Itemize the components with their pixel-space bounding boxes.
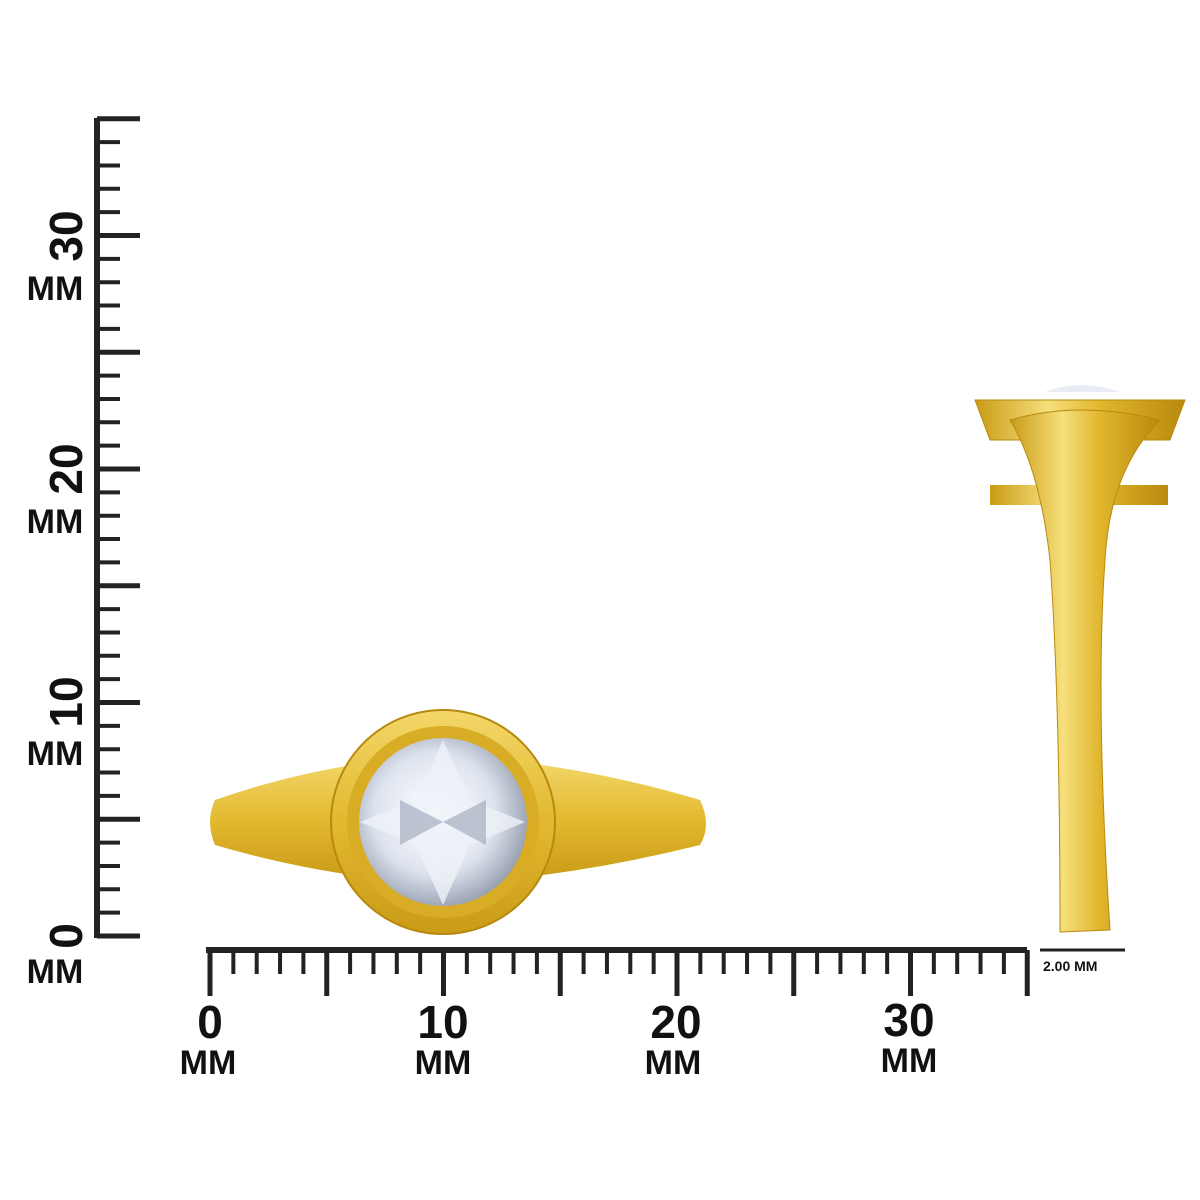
ring-side-view	[974, 385, 1186, 933]
h-label-number: 0	[197, 996, 223, 1048]
v-label-number: 10	[40, 676, 92, 727]
scale-bar-label: 2.00 MM	[1043, 958, 1097, 974]
h-label-unit: MM	[645, 1044, 702, 1082]
v-label-unit: MM	[27, 503, 84, 541]
v-label-unit: MM	[27, 735, 84, 773]
ring-front-view	[210, 709, 706, 935]
v-label-number: 20	[40, 443, 92, 494]
h-label-unit: MM	[415, 1044, 472, 1082]
v-label-unit: MM	[27, 953, 84, 991]
v-label-unit: MM	[27, 270, 84, 308]
h-label-unit: MM	[881, 1042, 938, 1080]
h-label-number: 10	[417, 996, 468, 1048]
rulers	[94, 116, 1125, 996]
v-label-number: 0	[40, 923, 92, 949]
v-label-number: 30	[40, 210, 92, 261]
h-label-number: 30	[883, 994, 934, 1046]
h-label-unit: MM	[180, 1044, 237, 1082]
h-label-number: 20	[650, 996, 701, 1048]
